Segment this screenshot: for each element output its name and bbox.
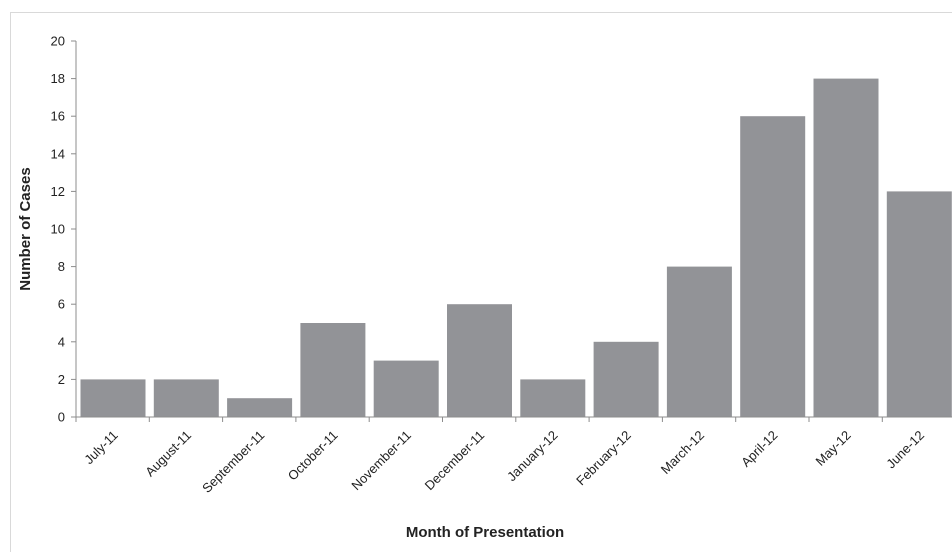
- y-axis-title: Number of Cases: [17, 167, 34, 290]
- bar-march-12: [666, 266, 732, 417]
- y-tick-label: 16: [51, 109, 65, 124]
- bar-december-11: [447, 304, 512, 417]
- bar-april-12: [740, 116, 806, 417]
- y-tick-label: 18: [51, 71, 65, 86]
- y-tick-label: 20: [51, 34, 65, 49]
- bar-july-11: [80, 379, 146, 417]
- x-axis-title: Month of Presentation: [406, 524, 564, 541]
- x-tick-label: July-11: [81, 428, 121, 468]
- bar-june-12: [886, 191, 952, 417]
- x-tick-label: November-11: [348, 428, 414, 494]
- bar-february-12: [593, 341, 659, 417]
- bar-january-12: [520, 379, 586, 417]
- bar-september-11: [227, 398, 293, 417]
- bars-group: [80, 78, 952, 417]
- axes-group: [75, 41, 952, 418]
- bar-november-11: [373, 360, 439, 417]
- y-tick-label: 0: [58, 410, 65, 425]
- y-tick-label: 8: [58, 259, 65, 274]
- bar-october-11: [300, 323, 366, 417]
- x-tick-label: January-12: [504, 428, 561, 485]
- bar-may-12: [813, 78, 879, 417]
- x-tick-label: February-12: [573, 428, 634, 489]
- x-tick-label: December-11: [422, 428, 488, 494]
- y-tick-label: 6: [58, 297, 65, 312]
- x-axis-ticks: July-11 August-11 September-11 October-11 No…: [75, 417, 927, 496]
- y-tick-label: 12: [51, 184, 65, 199]
- y-tick-label: 14: [51, 146, 65, 161]
- x-tick-label: October-11: [285, 428, 341, 484]
- x-tick-label: May-12: [813, 428, 854, 469]
- y-tick-label: 4: [58, 334, 65, 349]
- y-tick-label: 2: [58, 372, 65, 387]
- x-tick-label: March-12: [658, 428, 707, 477]
- x-tick-label: September-11: [199, 428, 267, 496]
- x-tick-label: August-11: [142, 428, 194, 480]
- y-tick-label: 10: [51, 222, 65, 237]
- x-tick-label: April-12: [738, 428, 780, 470]
- bar-august-11: [153, 379, 219, 417]
- y-axis-ticks: 0 2 4 6 8 10 12 14 16 18 20: [51, 34, 76, 425]
- x-tick-label: June-12: [883, 428, 927, 472]
